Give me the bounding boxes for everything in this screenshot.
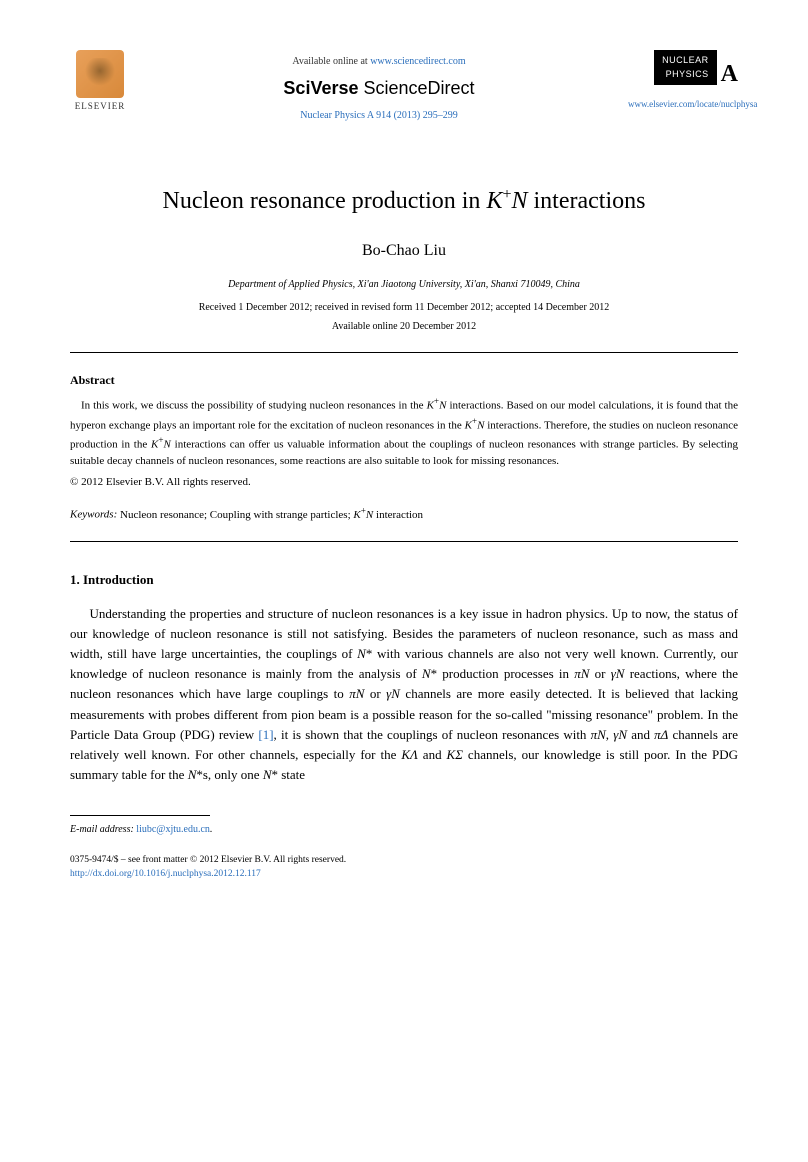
footer-meta: 0375-9474/$ – see front matter © 2012 El… [70,853,738,882]
affiliation: Department of Applied Physics, Xi'an Jia… [70,277,738,292]
keywords: Keywords: Nucleon resonance; Coupling wi… [70,504,738,523]
keywords-label: Keywords: [70,509,117,521]
email-link[interactable]: liubc@xjtu.edu.cn [136,824,210,835]
elsevier-label: ELSEVIER [70,100,130,114]
email-label: E-mail address: [70,824,134,835]
article-title: Nucleon resonance production in K+N inte… [70,183,738,219]
section-1-heading: 1. Introduction [70,570,738,590]
abstract-text: In this work, we discuss the possibility… [70,395,738,470]
doi-link[interactable]: http://dx.doi.org/10.1016/j.nuclphysa.20… [70,869,261,879]
dates-available: Available online 20 December 2012 [70,319,738,334]
header-row: ELSEVIER Available online at www.science… [70,50,738,123]
np-a-letter: A [721,56,738,92]
footnote-rule [70,815,210,816]
email-line: E-mail address: liubc@xjtu.edu.cn. [70,822,738,837]
available-prefix: Available online at [292,56,370,67]
journal-url[interactable]: www.elsevier.com/locate/nuclphysa [628,98,738,112]
center-header: Available online at www.sciencedirect.co… [130,50,628,123]
author-name: Bo-Chao Liu [70,239,738,263]
sciverse-text: SciVerse [283,78,358,98]
elsevier-logo: ELSEVIER [70,50,130,114]
journal-reference: Nuclear Physics A 914 (2013) 295–299 [130,108,628,123]
np-line2: PHYSICS [666,69,709,79]
elsevier-tree-icon [76,50,124,98]
sciverse-brand: SciVerse ScienceDirect [130,75,628,102]
np-badge: NUCLEAR PHYSICS A [628,50,738,92]
np-line1: NUCLEAR [662,55,709,65]
dates-received: Received 1 December 2012; received in re… [70,300,738,315]
sciencedirect-link[interactable]: www.sciencedirect.com [370,56,465,67]
issn-line: 0375-9474/$ – see front matter © 2012 El… [70,853,738,867]
divider-top [70,352,738,353]
copyright-line: © 2012 Elsevier B.V. All rights reserved… [70,474,738,491]
section-1-paragraph: Understanding the properties and structu… [70,604,738,785]
nuclear-physics-box: NUCLEAR PHYSICS [654,50,717,85]
journal-logo: NUCLEAR PHYSICS A www.elsevier.com/locat… [628,50,738,111]
sciencedirect-text: ScienceDirect [364,78,475,98]
available-online: Available online at www.sciencedirect.co… [130,54,628,69]
divider-bottom [70,541,738,542]
keywords-text: Nucleon resonance; Coupling with strange… [117,509,423,521]
abstract-heading: Abstract [70,371,738,389]
